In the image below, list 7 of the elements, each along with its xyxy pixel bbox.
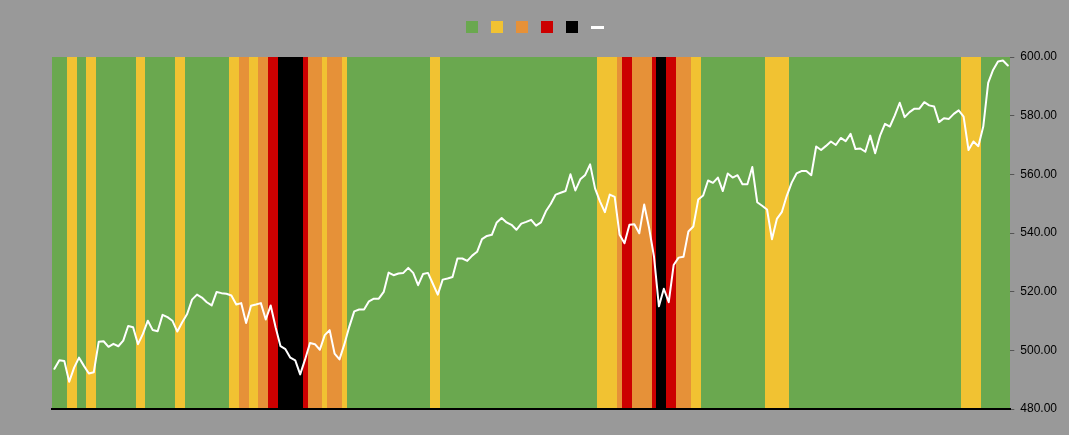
y-tick-label: 520.00 (1020, 283, 1058, 298)
y-tick-label: 560.00 (1020, 166, 1058, 181)
y-tick-label: 580.00 (1020, 107, 1058, 122)
y-tick-label: 540.00 (1020, 225, 1058, 240)
y-tick-label: 600.00 (1020, 49, 1058, 64)
y-tick-label: 500.00 (1020, 342, 1058, 357)
y-tick-label: 480.00 (1020, 401, 1058, 416)
